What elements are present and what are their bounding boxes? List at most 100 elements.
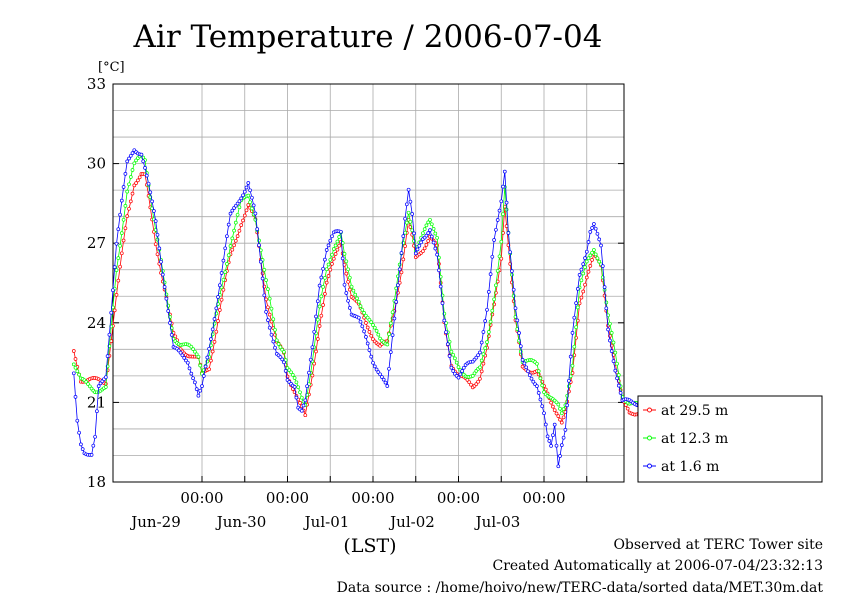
data-point [387,332,391,337]
data-point [80,447,85,451]
data-point [185,360,190,365]
data-point [299,408,304,413]
data-point [508,250,513,255]
data-point [157,246,162,251]
data-point [323,292,327,296]
data-point [486,330,491,334]
data-point [162,285,167,289]
data-point [121,217,126,222]
data-point [369,354,374,359]
data-point [73,395,78,399]
data-point [413,251,418,256]
data-point [344,291,349,295]
data-point [317,283,322,288]
data-point [504,200,509,205]
data-point [609,349,614,353]
data-point [481,330,486,334]
y-tick-label: 30 [87,155,106,173]
data-point [267,296,272,301]
data-point [225,262,229,266]
data-point [419,240,423,245]
data-point [292,385,297,389]
data-point [526,369,530,374]
data-point [604,306,609,311]
data-point [75,369,80,374]
data-point [575,305,580,310]
data-point [364,321,368,325]
data-point [355,296,359,301]
data-point [241,193,245,198]
data-point [362,329,366,334]
data-point [121,185,126,189]
data-point [153,242,158,247]
data-point [406,210,411,215]
data-point [470,374,475,378]
data-point [217,308,222,312]
data-point [347,287,352,292]
data-point [340,256,345,261]
data-point [561,407,566,411]
data-point [513,306,518,311]
data-point [581,262,586,266]
data-point [579,278,584,283]
data-point [433,246,438,251]
data-point [319,313,324,318]
data-point [590,250,594,255]
data-point [344,259,349,264]
data-point [89,453,94,457]
data-point [310,345,315,350]
data-point [191,347,195,351]
data-point [593,226,598,231]
data-point [200,384,204,388]
y-axis: 18 21 24 27 30 33 [87,75,624,491]
data-point [303,398,308,403]
data-point [328,238,333,243]
data-point [424,233,429,238]
data-point [130,191,135,196]
data-point [365,341,370,346]
data-point [426,220,431,225]
data-point [219,271,224,275]
data-point [324,280,329,285]
data-point [588,230,593,234]
data-point [123,172,128,176]
data-point [524,365,529,370]
data-point [337,235,342,239]
data-point [349,284,354,289]
data-point [248,200,252,205]
data-point [453,356,457,361]
legend-item: at 29.5 m [643,403,728,419]
data-point [71,362,76,367]
data-point [315,337,320,341]
data-point [502,169,507,174]
data-point [460,369,464,373]
data-point [437,268,441,273]
data-point [119,251,124,256]
data-point [572,315,577,320]
data-point [581,289,586,294]
data-point [228,211,233,216]
data-point [223,270,228,274]
data-point [347,275,352,280]
data-point [421,231,425,236]
data-point [330,252,334,257]
data-point [590,258,594,262]
data-point [228,244,233,248]
data-point [251,203,256,208]
footer-created: Created Automatically at 2006-07-04/23:3… [492,558,823,574]
data-point [250,206,254,211]
data-point [593,252,598,257]
data-point [611,359,616,363]
data-point [481,361,486,366]
data-point [323,257,327,262]
data-point [75,418,80,423]
data-point [244,208,249,213]
data-point [95,409,99,414]
data-point [335,247,340,252]
x-tick-time: 00:00 [351,489,394,507]
data-point [257,243,261,248]
data-point [410,212,415,216]
data-point [344,271,349,276]
data-point [429,222,434,227]
